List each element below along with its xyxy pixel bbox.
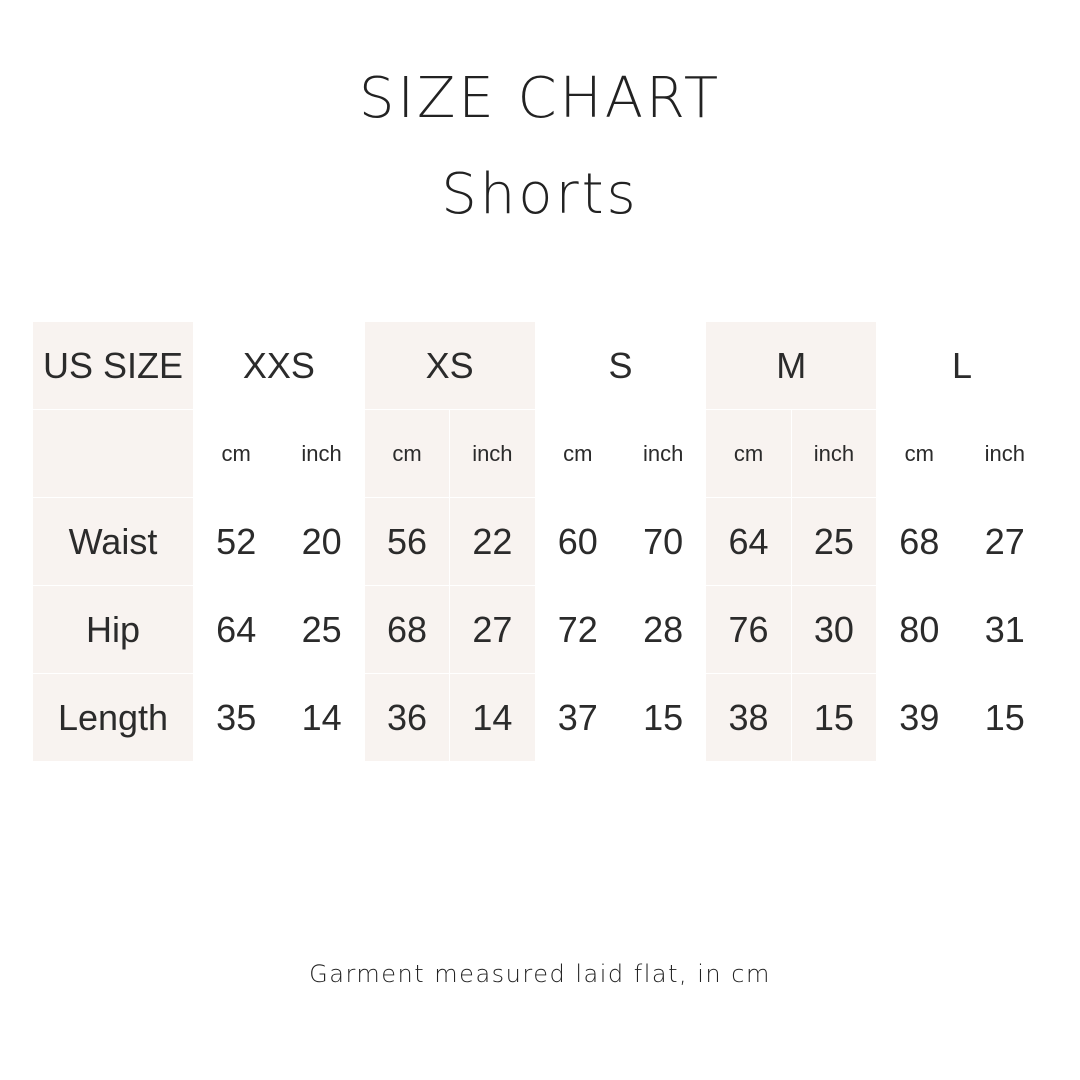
- unit-label: cm: [192, 409, 280, 498]
- table-cell: 37: [534, 673, 621, 762]
- table-cell: 70: [619, 497, 707, 586]
- size-header: L: [876, 321, 1048, 410]
- table-cell: 25: [278, 585, 365, 674]
- table-cell: 60: [534, 497, 621, 586]
- table-cell: 76: [705, 585, 792, 674]
- table-cell: 52: [192, 497, 280, 586]
- table-cell: 64: [192, 585, 280, 674]
- table-cell: 35: [192, 673, 280, 762]
- unit-label: cm: [534, 409, 621, 498]
- table-cell: 27: [961, 497, 1049, 586]
- table-cell: 14: [278, 673, 365, 762]
- size-header: XXS: [193, 321, 365, 410]
- unit-label: inch: [961, 409, 1049, 498]
- table-cell: 30: [790, 585, 878, 674]
- table-row: Hip 64 25 68 27 72 28 76 30 80 31: [32, 585, 1049, 674]
- table-cell: 56: [363, 497, 451, 586]
- table-cell: 28: [619, 585, 707, 674]
- table-cell: 15: [961, 673, 1049, 762]
- page-subtitle: Shorts: [441, 162, 639, 227]
- table-cell: 25: [790, 497, 878, 586]
- table-cell: 38: [705, 673, 792, 762]
- unit-label: inch: [619, 409, 707, 498]
- unit-label: cm: [876, 409, 963, 498]
- unit-label: inch: [790, 409, 878, 498]
- unit-label: inch: [278, 409, 365, 498]
- unit-label: inch: [449, 409, 536, 498]
- table-cell: 68: [363, 585, 451, 674]
- page-title: SIZE CHART: [358, 66, 722, 131]
- footnote: Garment measured laid flat, in cm: [309, 960, 771, 988]
- empty-cell: [32, 409, 194, 498]
- table-cell: 39: [876, 673, 963, 762]
- table-cell: 36: [363, 673, 451, 762]
- table-row: Length 35 14 36 14 37 15 38 15 39 15: [32, 673, 1049, 762]
- table-cell: 20: [278, 497, 365, 586]
- table-cell: 27: [449, 585, 536, 674]
- unit-label: cm: [363, 409, 451, 498]
- row-label: Length: [32, 673, 194, 762]
- size-header: XS: [363, 321, 536, 410]
- row-label: Hip: [32, 585, 194, 674]
- header-row: US SIZE XXS XS S M L: [32, 321, 1048, 410]
- table-cell: 31: [961, 585, 1049, 674]
- table-cell: 22: [449, 497, 536, 586]
- table-cell: 80: [876, 585, 963, 674]
- unit-row: cm inch cm inch cm inch cm inch cm inch: [32, 409, 1049, 498]
- table-cell: 14: [449, 673, 536, 762]
- size-header: S: [534, 321, 707, 410]
- unit-label: cm: [705, 409, 792, 498]
- table-cell: 64: [705, 497, 792, 586]
- table-cell: 15: [619, 673, 707, 762]
- row-label: Waist: [32, 497, 194, 586]
- size-header: M: [705, 321, 878, 410]
- table-row: Waist 52 20 56 22 60 70 64 25 68 27: [32, 497, 1049, 586]
- table-cell: 15: [790, 673, 878, 762]
- table-cell: 68: [876, 497, 963, 586]
- corner-label: US SIZE: [32, 321, 194, 410]
- table-cell: 72: [534, 585, 621, 674]
